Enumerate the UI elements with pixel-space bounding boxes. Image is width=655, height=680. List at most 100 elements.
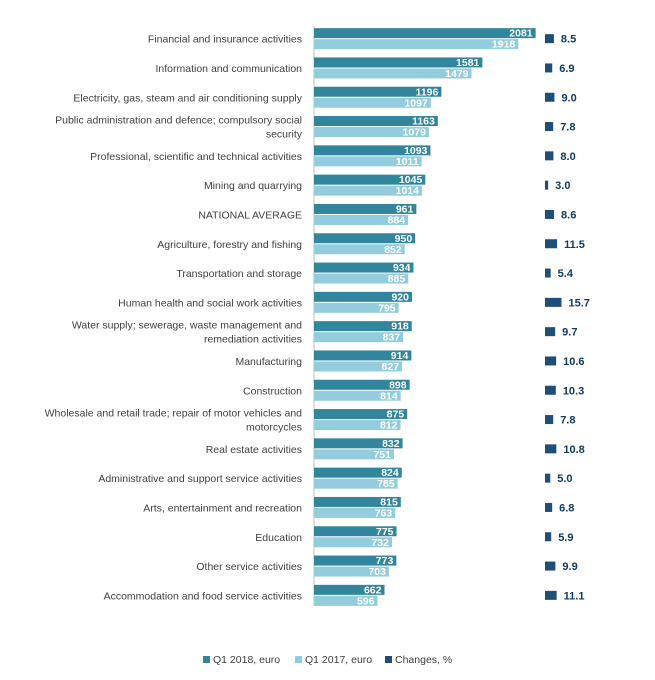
category-label: Real estate activities xyxy=(206,444,302,456)
change-label: 11.5 xyxy=(564,239,585,251)
bar-q1-2018 xyxy=(314,584,385,595)
change-label: 3.0 xyxy=(555,180,570,192)
bar-label-q1-2018: 775 xyxy=(376,526,394,538)
bar-label-q1-2017: 837 xyxy=(383,332,401,344)
bar-q1-2018 xyxy=(314,350,412,361)
bar-q1-2017 xyxy=(314,302,399,313)
bar-label-q1-2017: 885 xyxy=(388,273,406,285)
legend-label: Q1 2018, euro xyxy=(213,654,280,666)
change-label: 7.8 xyxy=(560,122,575,134)
bar-q1-2018 xyxy=(314,555,397,566)
bar-q1-2017 xyxy=(314,478,398,489)
change-marker xyxy=(545,209,555,219)
category-label: Human health and social work activities xyxy=(118,297,302,309)
change-marker xyxy=(545,34,554,44)
category-label: NATIONAL AVERAGE xyxy=(198,209,302,221)
change-label: 5.9 xyxy=(558,532,573,544)
bar-q1-2017 xyxy=(314,273,409,284)
change-marker xyxy=(545,473,551,483)
category-label: Education xyxy=(255,532,302,544)
bar-q1-2018 xyxy=(314,262,414,273)
bar-q1-2017 xyxy=(314,332,404,343)
category-label: Financial and insurance activities xyxy=(148,34,302,46)
change-label: 9.9 xyxy=(562,561,577,573)
bar-q1-2018 xyxy=(314,467,402,478)
bar-q1-2017 xyxy=(314,214,409,225)
bar-label-q1-2018: 914 xyxy=(391,350,409,362)
bar-label-q1-2018: 898 xyxy=(389,379,407,391)
change-marker xyxy=(545,92,555,102)
bar-q1-2017 xyxy=(314,68,472,79)
bar-q1-2018 xyxy=(314,526,397,537)
change-label: 8.5 xyxy=(561,34,576,46)
bar-label-q1-2018: 832 xyxy=(382,438,400,450)
bar-label-q1-2018: 934 xyxy=(393,262,411,274)
bar-label-q1-2017: 795 xyxy=(378,302,396,314)
bar-q1-2018 xyxy=(314,116,438,127)
change-marker xyxy=(545,532,552,542)
bar-q1-2018 xyxy=(314,438,403,449)
change-marker xyxy=(545,268,551,278)
bar-label-q1-2017: 1011 xyxy=(396,156,419,168)
change-label: 10.8 xyxy=(563,444,584,456)
bar-label-q1-2018: 961 xyxy=(396,203,414,215)
bar-q1-2018 xyxy=(314,409,408,420)
change-label: 6.8 xyxy=(559,502,574,514)
legend-swatch xyxy=(385,656,392,663)
change-marker xyxy=(545,444,557,454)
change-label: 7.8 xyxy=(560,415,575,427)
category-label: Other service activities xyxy=(196,561,302,573)
change-label: 15.7 xyxy=(568,297,589,309)
bar-label-q1-2017: 1097 xyxy=(404,97,428,109)
bar-label-q1-2018: 918 xyxy=(391,321,409,333)
bar-q1-2018 xyxy=(314,291,412,302)
bar-label-q1-2018: 1093 xyxy=(404,145,428,157)
category-label-line: motorcycles xyxy=(246,422,302,434)
change-label: 5.0 xyxy=(557,473,572,485)
bar-label-q1-2017: 852 xyxy=(384,244,402,256)
bar-label-q1-2018: 1196 xyxy=(416,86,439,98)
bar-label-q1-2017: 732 xyxy=(371,537,389,549)
change-marker xyxy=(545,327,556,337)
bar-label-q1-2018: 773 xyxy=(376,555,394,567)
bar-label-q1-2017: 596 xyxy=(357,595,375,607)
bar-label-q1-2017: 1479 xyxy=(445,68,469,80)
bar-q1-2017 xyxy=(314,566,389,577)
change-label: 8.0 xyxy=(560,151,575,163)
bar-q1-2018 xyxy=(314,174,426,185)
bar-q1-2017 xyxy=(314,420,401,431)
change-marker xyxy=(545,151,554,161)
change-marker xyxy=(545,502,553,512)
bar-label-q1-2017: 812 xyxy=(380,420,398,432)
change-marker xyxy=(545,63,553,73)
category-label-line: remediation activities xyxy=(204,334,302,346)
bar-q1-2017 xyxy=(314,390,401,401)
bar-label-q1-2017: 1918 xyxy=(492,39,516,51)
bar-q1-2017 xyxy=(314,507,396,518)
category-label: Public administration and defence; compu… xyxy=(55,115,303,141)
bar-q1-2017 xyxy=(314,361,403,372)
change-label: 9.7 xyxy=(562,327,577,339)
change-marker xyxy=(545,356,557,366)
category-label-line: Public administration and defence; compu… xyxy=(55,115,302,127)
change-marker xyxy=(545,590,557,600)
bar-q1-2017 xyxy=(314,185,422,196)
change-label: 6.9 xyxy=(559,63,574,75)
bar-label-q1-2017: 703 xyxy=(368,566,386,578)
bar-q1-2018 xyxy=(314,57,483,68)
category-label: Manufacturing xyxy=(235,356,302,368)
bar-label-q1-2017: 884 xyxy=(388,214,406,226)
bar-label-q1-2017: 1079 xyxy=(403,127,427,139)
bar-q1-2018 xyxy=(314,321,412,332)
legend-swatch xyxy=(295,656,302,663)
bar-q1-2018 xyxy=(314,203,417,214)
bar-label-q1-2017: 785 xyxy=(377,478,395,490)
category-label-line: Wholesale and retail trade; repair of mo… xyxy=(45,408,303,420)
bar-label-q1-2017: 814 xyxy=(380,390,398,402)
bar-label-q1-2017: 827 xyxy=(382,361,400,373)
bar-label-q1-2018: 662 xyxy=(364,584,382,596)
category-label: Water supply; sewerage, waste management… xyxy=(72,320,302,346)
bar-q1-2018 xyxy=(314,496,401,507)
category-label: Electricity, gas, steam and air conditio… xyxy=(73,92,302,104)
